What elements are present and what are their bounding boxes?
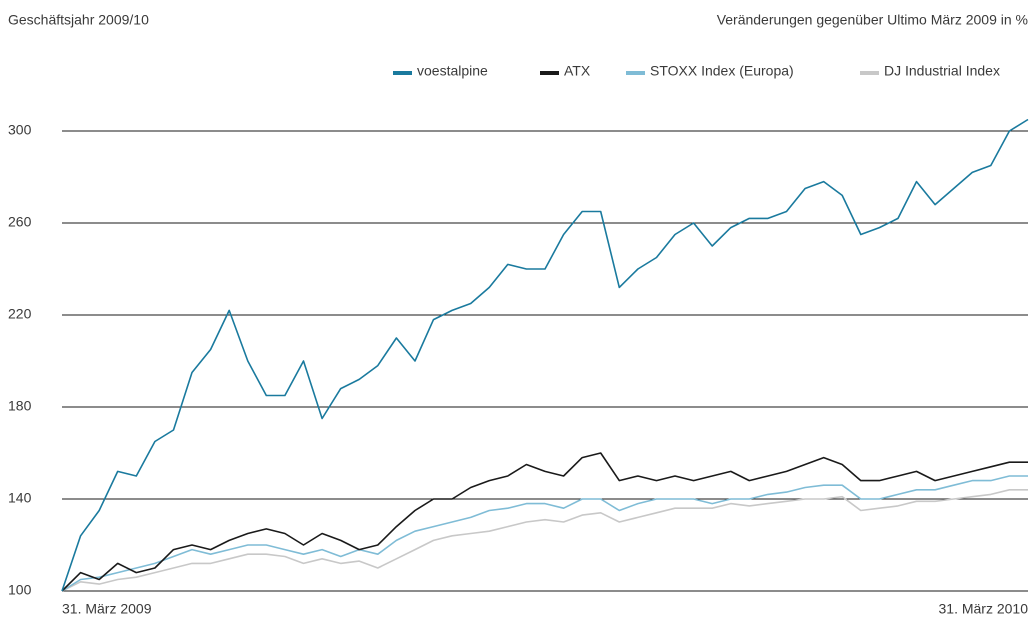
y-tick-label: 260 bbox=[8, 214, 32, 230]
series-line bbox=[61, 489, 1028, 592]
legend-swatch bbox=[860, 71, 879, 75]
y-tick-label: 180 bbox=[8, 398, 32, 414]
series-line bbox=[61, 475, 1028, 592]
legend-label: voestalpine bbox=[417, 63, 488, 79]
y-tick-label: 140 bbox=[8, 490, 32, 506]
series-line bbox=[61, 118, 1029, 592]
chart-title: Geschäftsjahr 2009/10 bbox=[8, 12, 149, 28]
x-tick-label: 31. März 2009 bbox=[62, 601, 152, 617]
legend-label: STOXX Index (Europa) bbox=[650, 63, 794, 79]
series-line bbox=[61, 452, 1028, 592]
legend-swatch bbox=[540, 71, 559, 75]
y-tick-label: 100 bbox=[8, 582, 32, 598]
legend-swatch bbox=[626, 71, 645, 75]
legend-label: ATX bbox=[564, 63, 591, 79]
legend-swatch bbox=[393, 71, 412, 75]
y-tick-label: 300 bbox=[8, 122, 32, 138]
chart-subtitle: Veränderungen gegenüber Ultimo März 2009… bbox=[717, 12, 1028, 28]
x-tick-label: 31. März 2010 bbox=[939, 601, 1029, 617]
y-tick-label: 220 bbox=[8, 306, 32, 322]
legend-label: DJ Industrial Index bbox=[884, 63, 1000, 79]
